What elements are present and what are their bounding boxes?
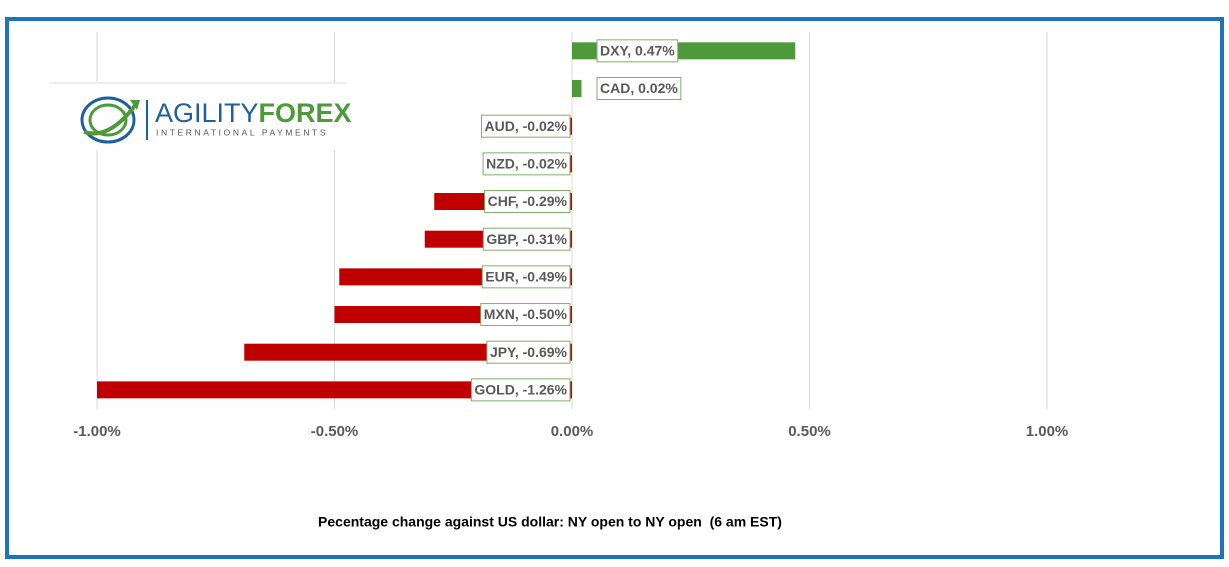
x-tick-label: 1.00%	[1026, 423, 1069, 440]
x-axis-title: Pecentage change against US dollar: NY o…	[318, 514, 782, 530]
label-box	[486, 340, 571, 364]
data-label: GOLD, -1.26%	[474, 382, 567, 398]
logo-tagline: INTERNATIONAL PAYMENTS	[156, 127, 328, 137]
x-tick-label: -1.00%	[73, 423, 121, 440]
data-label: CHF, -0.29%	[488, 193, 568, 209]
logo: AGILITYFOREX INTERNATIONAL PAYMENTS	[50, 82, 352, 150]
label-box	[482, 227, 571, 251]
data-label: DXY, 0.47%	[600, 43, 675, 59]
label-box	[596, 77, 682, 101]
data-label: JPY, -0.69%	[490, 344, 568, 360]
logo-bg	[50, 82, 348, 150]
data-label: NZD, -0.02%	[486, 156, 567, 172]
data-label: MXN, -0.50%	[484, 306, 568, 322]
logo-icon	[80, 96, 140, 144]
x-tick-label: 0.00%	[551, 423, 594, 440]
data-label: EUR, -0.49%	[485, 269, 567, 285]
label-box	[481, 265, 571, 289]
label-box	[470, 378, 571, 402]
data-label: GBP, -0.31%	[486, 231, 567, 247]
logo-brand: AGILITYFOREX	[155, 98, 352, 128]
bar	[97, 381, 572, 399]
logo-brand-1: AGILITY	[155, 98, 259, 128]
label-box	[484, 190, 571, 214]
x-tick-label: 0.50%	[788, 423, 831, 440]
label-box	[482, 152, 571, 176]
x-tick-label: -0.50%	[311, 423, 359, 440]
data-label: CAD, 0.02%	[600, 80, 678, 96]
data-label: AUD, -0.02%	[485, 118, 568, 134]
bar	[572, 80, 582, 98]
labels: -1.00% -0.50% 0.00% 0.50% 1.00% DXY, 0.47% CAD…	[73, 39, 1069, 440]
label-box	[596, 39, 679, 63]
label-box	[481, 114, 571, 138]
label-box	[480, 303, 571, 327]
logo-brand-2: FOREX	[259, 98, 352, 128]
